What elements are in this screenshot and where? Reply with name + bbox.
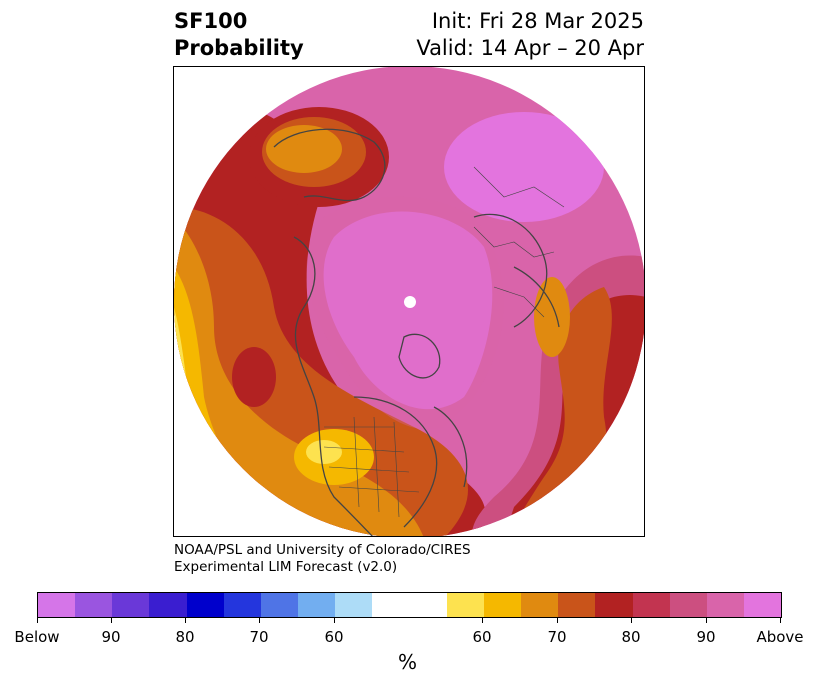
colorbar-tickmark (334, 618, 335, 623)
colorbar-tickmark (557, 618, 558, 623)
globe-fill (174, 67, 644, 536)
colorbar-segment (372, 593, 410, 617)
colorbar-tickmark (631, 618, 632, 623)
valid-range: Valid: 14 Apr – 20 Apr (416, 36, 644, 60)
colorbar-segment (335, 593, 373, 617)
colorbar-tick-label: 70 (547, 628, 567, 646)
colorbar-segment (595, 593, 633, 617)
credit-line-1: NOAA/PSL and University of Colorado/CIRE… (174, 542, 471, 558)
colorbar-tick-label: 70 (249, 628, 269, 646)
map-frame (173, 66, 645, 537)
colorbar-segment (223, 593, 261, 617)
colorbar-segment (743, 593, 782, 617)
colorbar-tick-label: Above (756, 628, 804, 646)
colorbar-segment (521, 593, 559, 617)
colorbar-tickmark (780, 618, 781, 623)
colorbar-segment (483, 593, 522, 617)
coastlines (273, 128, 560, 536)
probability-map (174, 67, 644, 536)
colorbar-segment (558, 593, 596, 617)
credit-block: NOAA/PSL and University of Colorado/CIRE… (174, 542, 471, 576)
product-title: SF100 (174, 9, 248, 33)
product-subtitle: Probability (174, 36, 304, 60)
colorbar-segment (706, 593, 744, 617)
colorbar-tick-label: 90 (696, 628, 716, 646)
colorbar-tickmark (37, 618, 38, 623)
colorbar-tick-label: 60 (472, 628, 492, 646)
colorbar-segment (149, 593, 187, 617)
title-block-left: SF100 Probability (174, 8, 304, 62)
colorbar-tick-label: 80 (175, 628, 195, 646)
colorbar-segment (75, 593, 113, 617)
colorbar-tick-label: 90 (101, 628, 121, 646)
colorbar-segment (298, 593, 336, 617)
colorbar-tickmark (111, 618, 112, 623)
colorbar (37, 592, 782, 618)
colorbar-segment (446, 593, 484, 617)
init-date: Init: Fri 28 Mar 2025 (431, 9, 644, 33)
colorbar-tick-label: 60 (324, 628, 344, 646)
colorbar-tickmark (482, 618, 483, 623)
credit-line-2: Experimental LIM Forecast (v2.0) (174, 559, 398, 575)
political-borders (323, 166, 565, 518)
colorbar-tickmark (185, 618, 186, 623)
colorbar-unit-label: % (398, 650, 418, 674)
colorbar-segment (409, 593, 447, 617)
colorbar-segment (260, 593, 299, 617)
colorbar-tickmark (259, 618, 260, 623)
title-block-right: Init: Fri 28 Mar 2025 Valid: 14 Apr – 20… (416, 8, 644, 62)
colorbar-tick-label: 80 (621, 628, 641, 646)
colorbar-segment (112, 593, 150, 617)
colorbar-tickmark (706, 618, 707, 623)
colorbar-segment (632, 593, 670, 617)
colorbar-segment (38, 593, 76, 617)
colorbar-tick-label: Below (14, 628, 60, 646)
colorbar-segment (186, 593, 224, 617)
colorbar-segment (669, 593, 707, 617)
